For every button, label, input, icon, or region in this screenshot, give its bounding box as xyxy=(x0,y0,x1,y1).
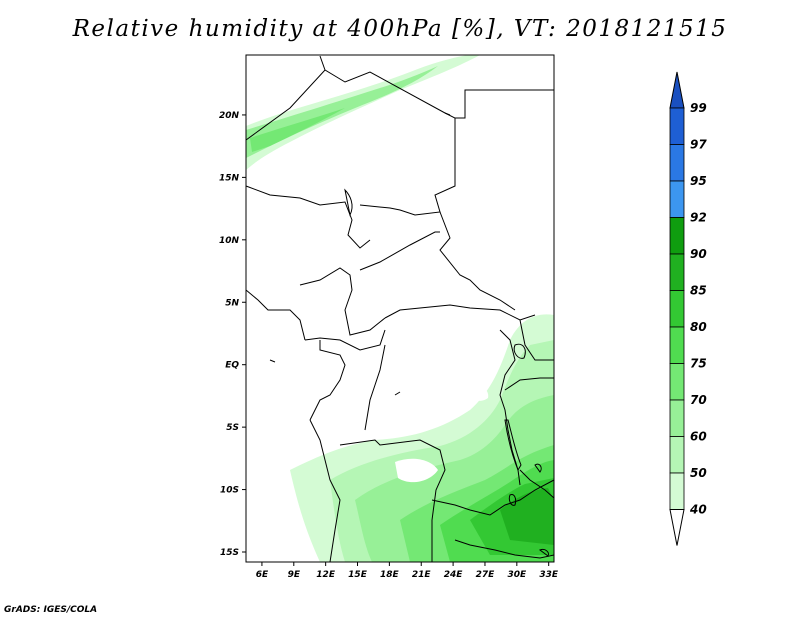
grads-credit: GrADS: IGES/COLA xyxy=(4,605,97,615)
colorbar-segment xyxy=(669,436,685,474)
colorbar-segment xyxy=(669,399,685,437)
lon-tick-label: 12E xyxy=(316,570,336,580)
lat-tick-label: 15S xyxy=(220,548,239,558)
lon-tick-label: 21E xyxy=(412,570,432,580)
colorbar-level-label: 60 xyxy=(690,430,707,444)
lat-tick-label: 5S xyxy=(226,423,239,433)
colorbar-level-label: 85 xyxy=(690,284,707,298)
humidity-band-north-core xyxy=(250,108,345,152)
lon-tick-label: 6E xyxy=(256,570,269,580)
lat-tick-label: 15N xyxy=(219,173,240,183)
humidity-band-north xyxy=(246,55,480,170)
colorbar-level-label: 75 xyxy=(690,357,707,371)
lat-tick-label: EQ xyxy=(225,361,239,371)
colorbar-segment xyxy=(669,290,685,328)
lat-tick-label: 10S xyxy=(220,486,239,496)
lon-tick-label: 27E xyxy=(476,570,496,580)
map-frame xyxy=(245,54,555,563)
colorbar-level-label: 40 xyxy=(689,503,707,517)
lat-tick-label: 10N xyxy=(219,236,240,246)
colorbar-segment xyxy=(669,363,685,401)
colorbar-level-label: 50 xyxy=(690,466,707,480)
colorbar-segment xyxy=(669,326,685,364)
colorbar-level-label: 95 xyxy=(690,174,707,188)
country-borders xyxy=(245,55,555,563)
colorbar-segment xyxy=(669,253,685,291)
lon-tick-label: 33E xyxy=(539,570,559,580)
lon-tick-label: 24E xyxy=(444,570,464,580)
colorbar-level-label: 70 xyxy=(690,393,707,407)
colorbar-level-label: 90 xyxy=(690,247,707,261)
colorbar-level-label: 92 xyxy=(690,211,707,225)
lakes xyxy=(269,188,549,557)
colorbar-segment xyxy=(669,217,685,255)
colorbar-segment xyxy=(669,107,685,145)
lon-tick-label: 30E xyxy=(507,570,527,580)
colorbar-top-arrow xyxy=(669,71,685,109)
colorbar-bottom-arrow xyxy=(669,509,685,546)
longitude-axis: 6E 9E 12E 15E 18E 21E 24E 27E 30E 33E xyxy=(256,562,559,580)
dry-patch-2 xyxy=(470,387,489,401)
latitude-axis: 20N 15N 10N 5N EQ 5S 10S 15S xyxy=(219,111,246,558)
lon-tick-label: 9E xyxy=(288,570,301,580)
lat-tick-label: 20N xyxy=(219,111,240,121)
colorbar-level-label: 80 xyxy=(690,320,707,334)
lon-tick-label: 18E xyxy=(380,570,400,580)
colorbar-level-label: 99 xyxy=(690,101,707,115)
dry-patch-1 xyxy=(395,458,438,483)
colorbar-segment xyxy=(669,144,685,182)
lat-tick-label: 5N xyxy=(225,298,239,308)
map-title: Relative humidity at 400hPa [%], VT: 201… xyxy=(72,16,728,42)
humidity-shading xyxy=(246,55,554,562)
colorbar-level-label: 97 xyxy=(690,138,707,152)
colorbar-segment xyxy=(669,472,685,510)
lon-tick-label: 15E xyxy=(348,570,368,580)
colorbar-segment xyxy=(669,180,685,218)
colorbar: 99 97 95 92 90 85 80 75 70 60 50 40 xyxy=(669,71,707,546)
humidity-band-north-inner xyxy=(246,66,438,158)
